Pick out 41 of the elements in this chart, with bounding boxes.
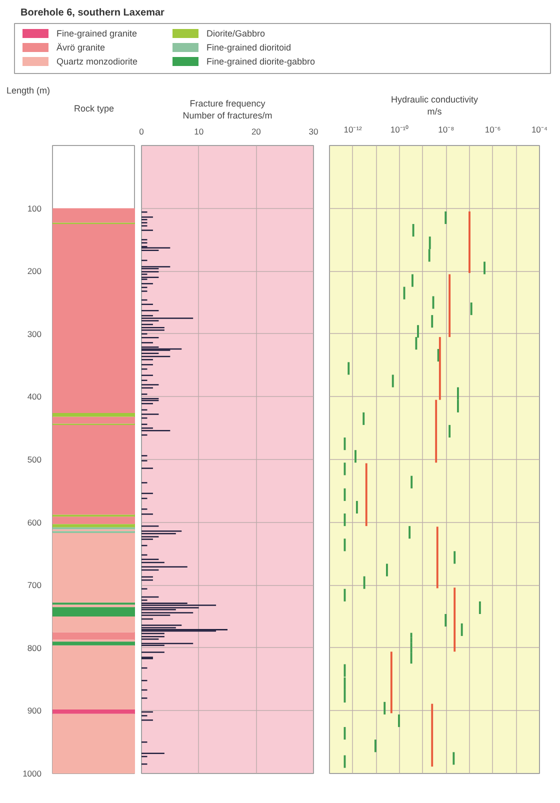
bar xyxy=(52,632,135,640)
y-tick-label: 900 xyxy=(27,706,42,716)
bar xyxy=(52,532,135,603)
bar xyxy=(52,607,135,616)
x-tick-label: Rock type xyxy=(74,104,114,114)
legend-label: Fine-grained diorite-gabbro xyxy=(206,56,316,66)
y-tick-label: 600 xyxy=(27,517,42,528)
y-tick-label: 700 xyxy=(27,580,42,590)
bar xyxy=(52,709,135,714)
x-tick-label: 10⁻¹⁰ xyxy=(390,124,409,134)
y-tick-label: 300 xyxy=(27,328,42,339)
legend-label: Quartz monzodiorite xyxy=(56,56,138,66)
bar xyxy=(52,714,135,774)
x-axis-title: Fracture frequency Number of fractures/m xyxy=(182,98,272,120)
x-tick-label: 10⁻⁴ xyxy=(531,124,548,134)
y-tick-label: 1000 xyxy=(22,768,42,778)
y-tick-label: 400 xyxy=(27,392,42,402)
x-tick-label: 10⁻⁶ xyxy=(484,124,501,134)
x-tick-label: 30 xyxy=(308,126,318,136)
bar xyxy=(52,616,135,632)
y-tick-label: 200 xyxy=(27,266,42,276)
legend-label: Fine-grained granite xyxy=(56,28,138,38)
x-tick-label: 10 xyxy=(194,126,204,136)
legend-label: Diorite/Gabbro xyxy=(206,28,266,38)
x-tick-label: 20 xyxy=(251,126,262,136)
x-tick-label: 0 xyxy=(139,126,144,136)
bar xyxy=(52,642,135,646)
bar xyxy=(52,645,135,710)
y-tick-label: 800 xyxy=(27,642,42,653)
bar xyxy=(52,524,135,528)
bar xyxy=(52,413,135,417)
x-axis-title: Hydraulic conductivity m/s xyxy=(390,94,479,116)
y-tick-label: 100 xyxy=(27,203,42,214)
bar xyxy=(52,604,135,608)
chart-title: Borehole 6, southern Laxemar xyxy=(20,8,165,18)
legend-label: Ävrö granite xyxy=(56,42,106,52)
x-tick-label: 10⁻⁸ xyxy=(438,124,455,134)
y-tick-label: 500 xyxy=(27,454,42,464)
y-axis-title: Length (m) xyxy=(6,86,50,96)
legend-label: Fine-grained dioritoid xyxy=(206,42,292,52)
x-tick-label: 10⁻¹² xyxy=(344,124,362,134)
